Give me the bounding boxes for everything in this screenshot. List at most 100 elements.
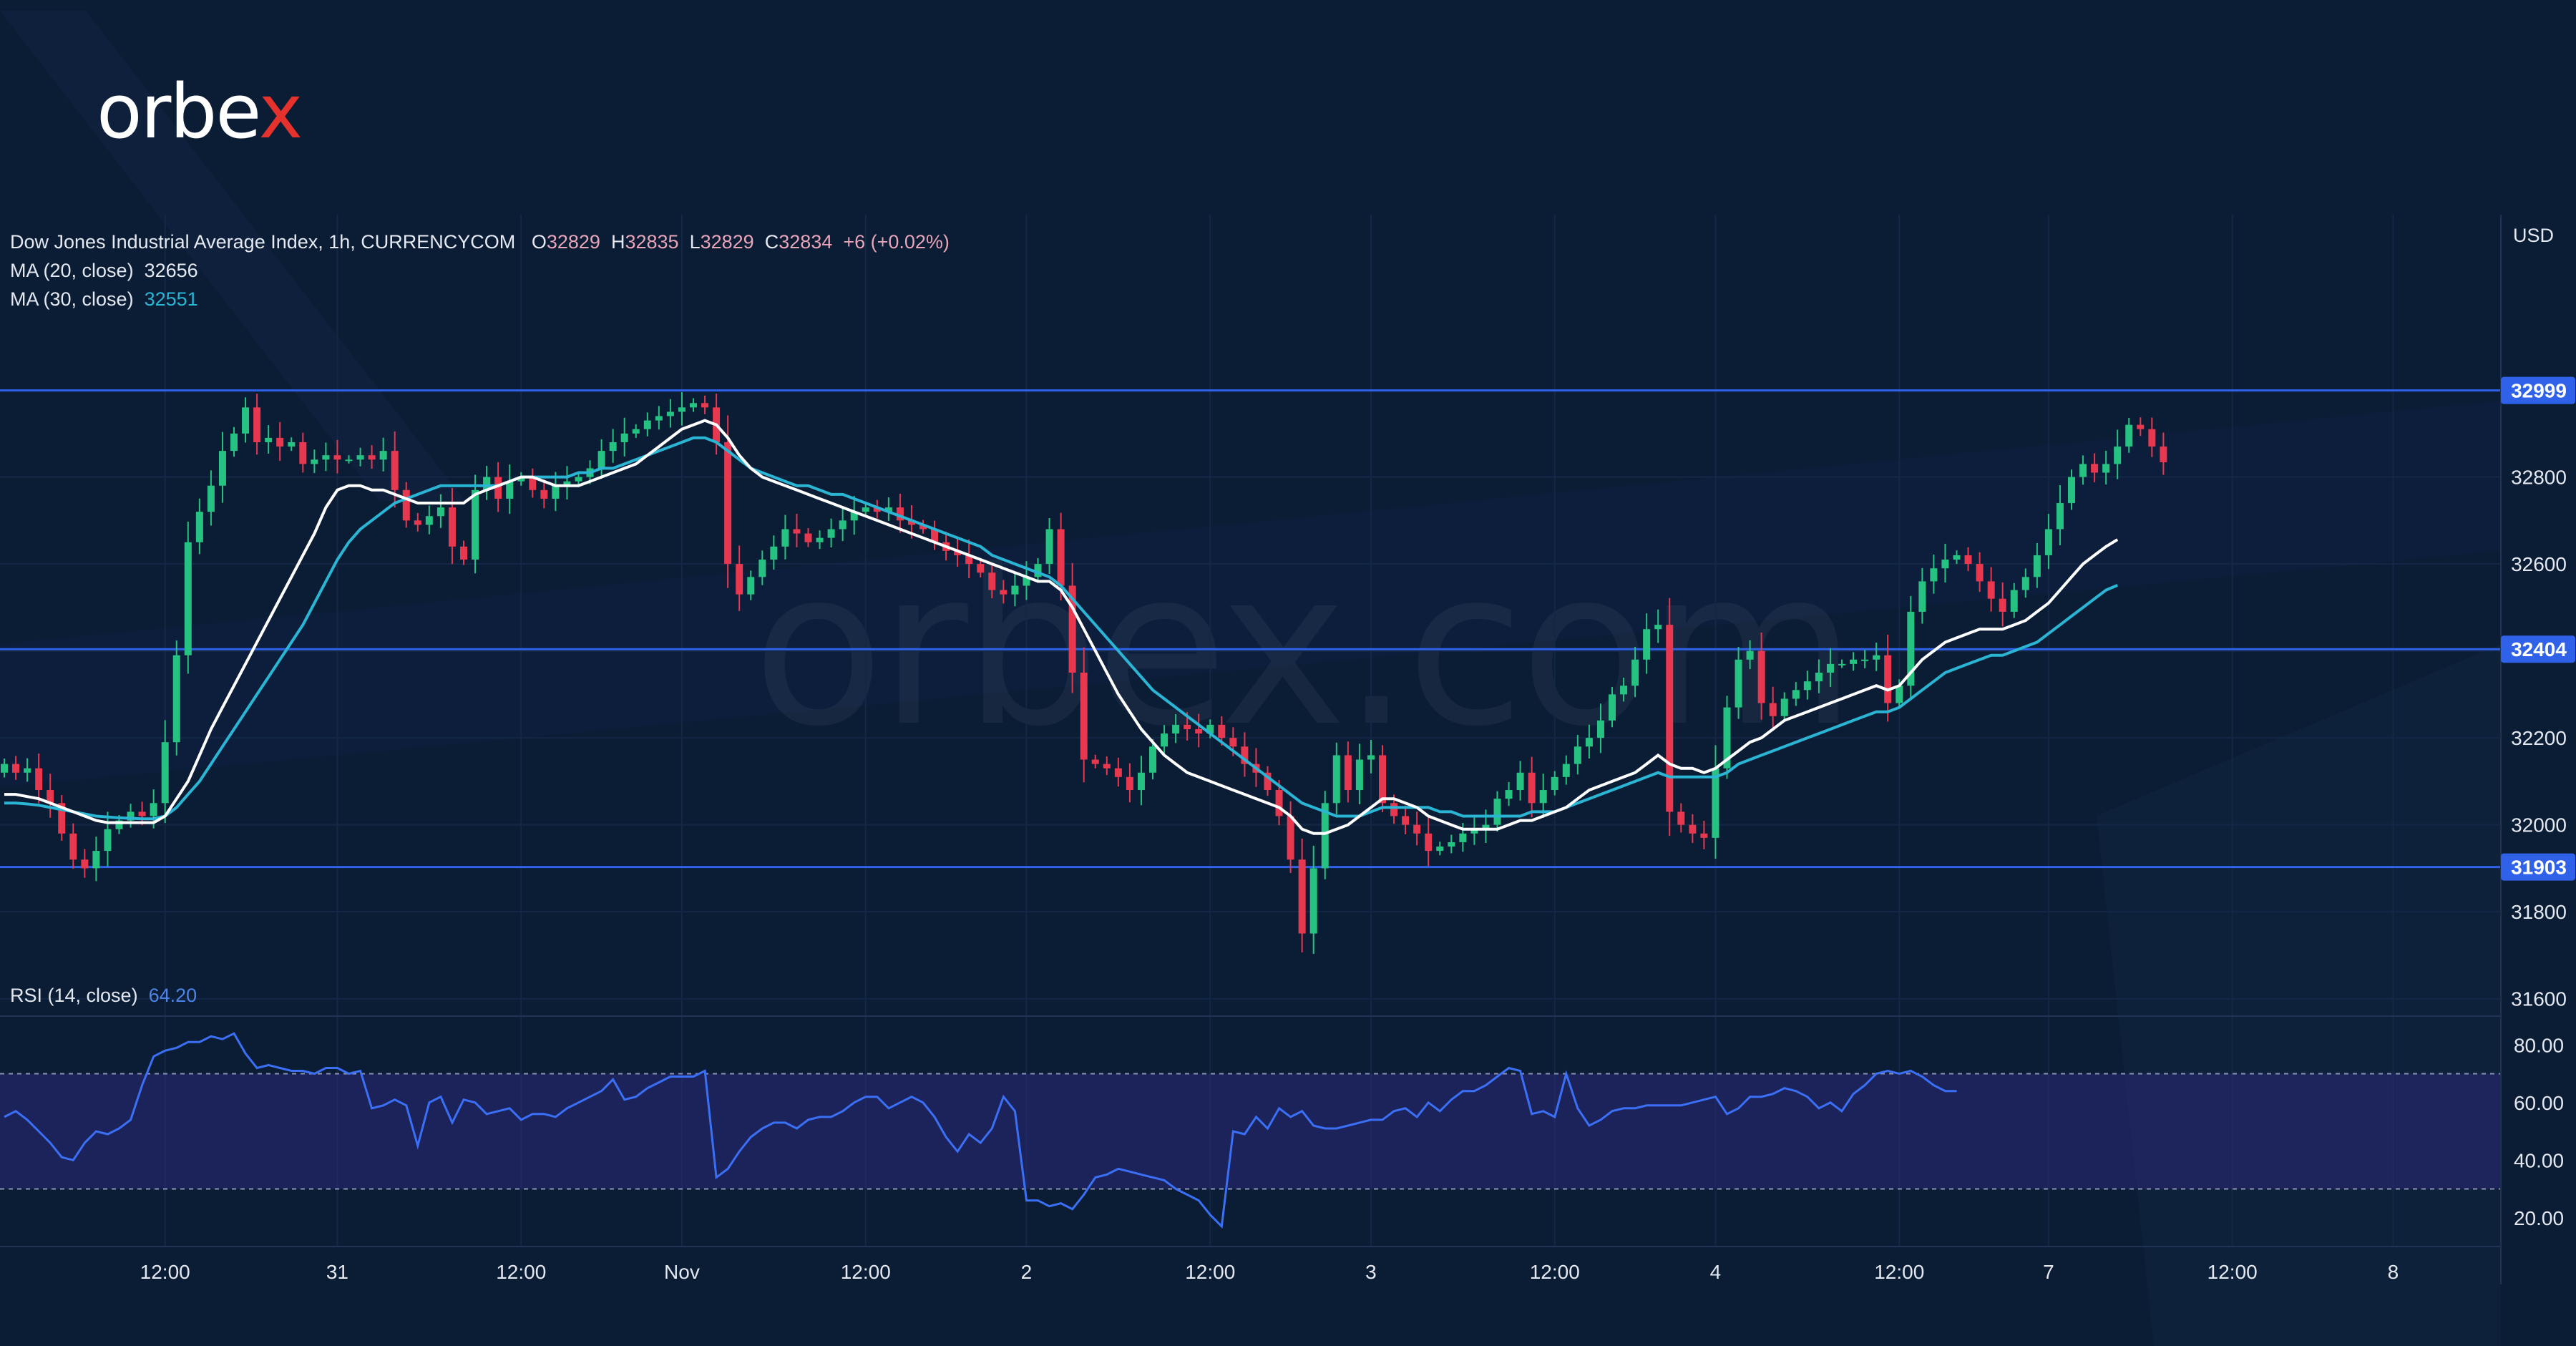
candle-body [770, 546, 778, 560]
rsi-tick-label: 20.00 [2514, 1207, 2564, 1229]
candle-body [1344, 755, 1352, 791]
time-tick-label: 12:00 [1530, 1261, 1580, 1283]
candle-body [1011, 585, 1019, 595]
candle-body [977, 564, 985, 573]
time-axis[interactable]: 12:00 31 12:00 Nov 12:00 2 12:00 3 12:00 4 12:00 7 1… [140, 1261, 2399, 1283]
candle-body [804, 533, 812, 542]
candle-body [1493, 799, 1501, 825]
candle-body [1355, 759, 1363, 791]
candle-body [138, 811, 146, 816]
candle-body [460, 546, 467, 560]
candle-body [1746, 650, 1754, 660]
candle-body [873, 507, 881, 512]
candle-body [2068, 477, 2075, 504]
candle-body [1137, 772, 1145, 791]
candle-body [1080, 673, 1088, 760]
candle-body [1677, 811, 1685, 825]
time-tick-label: 31 [326, 1261, 348, 1283]
candle-body [1184, 724, 1191, 729]
ma20-value: 32656 [144, 260, 198, 281]
candle-body [2056, 503, 2064, 530]
candle-body [2091, 464, 2099, 473]
open-value: 32829 [546, 231, 600, 253]
ma30-value: 32551 [144, 288, 198, 310]
candle-body [563, 481, 571, 486]
high-value: 32835 [625, 231, 679, 253]
candle-body [643, 420, 651, 429]
ma20-legend[interactable]: MA (20, close) 32656 [10, 260, 198, 282]
candle-body [104, 829, 112, 852]
ma30-line [4, 436, 2118, 821]
level-price-label: 32404 [2511, 638, 2567, 660]
candle-body [701, 403, 709, 408]
candle-body [1126, 776, 1133, 791]
candle-body [150, 803, 157, 816]
orbex-logo: orbex [97, 68, 303, 155]
candle-body [724, 442, 732, 565]
candle-body [1413, 824, 1421, 834]
candle-body [2102, 464, 2110, 473]
logo-accent-x: x [258, 68, 303, 155]
candle-body [1264, 772, 1272, 791]
rsi-pane [0, 1032, 2501, 1229]
candle-body [69, 833, 77, 860]
candle-body [850, 512, 858, 521]
price-axis[interactable]: 3160031800320003220032400326003280020.00… [2501, 376, 2575, 1229]
candle-body [161, 742, 169, 804]
candle-body [678, 407, 686, 412]
candle-body [1838, 663, 1845, 665]
candle-body [1528, 772, 1536, 804]
candle-body [1321, 803, 1329, 869]
price-tick-label: 32800 [2511, 467, 2567, 489]
candle-body [1379, 755, 1386, 804]
candle-body [425, 516, 433, 525]
time-tick-label: 2 [1021, 1261, 1033, 1283]
candle-body [2125, 424, 2133, 447]
candle-body [356, 455, 364, 460]
time-tick-label: 7 [2043, 1261, 2054, 1283]
candle-body [816, 537, 824, 542]
candle-body [58, 803, 66, 834]
candle-body [1470, 829, 1478, 834]
candle-body [1436, 847, 1444, 852]
logo-text: orbe [97, 68, 260, 155]
candle-body [1448, 842, 1455, 847]
candle-body [1023, 577, 1030, 586]
candle-body [1482, 824, 1490, 829]
time-tick-label: 12:00 [2207, 1261, 2258, 1283]
candle-body [1574, 746, 1581, 764]
candle-body [1505, 790, 1513, 799]
rsi-legend[interactable]: RSI (14, close) 64.20 [10, 985, 197, 1007]
candle-body [666, 411, 674, 416]
candle-body [1861, 659, 1869, 661]
time-tick-label: 12:00 [841, 1261, 891, 1283]
candle-body [1195, 728, 1203, 734]
ma30-legend[interactable]: MA (30, close) 32551 [10, 288, 198, 311]
candle-body [1712, 768, 1719, 838]
candle-body [2010, 590, 2018, 612]
candle-body [1826, 663, 1834, 673]
candle-body [1332, 755, 1340, 804]
candle-body [1873, 655, 1880, 660]
candle-body [1769, 703, 1777, 716]
candle-body [690, 403, 697, 408]
price-tick-label: 32000 [2511, 814, 2567, 837]
candle-body [1907, 611, 1915, 686]
candle-body [1896, 686, 1903, 703]
candle-body [345, 459, 353, 462]
candle-body [1666, 625, 1674, 812]
candle-body [1918, 581, 1926, 612]
candle-body [2160, 447, 2167, 462]
candle-body [1298, 859, 1306, 934]
open-label: O [531, 231, 547, 253]
candle-body [391, 451, 399, 490]
candle-body [1161, 733, 1169, 747]
candle-body [609, 442, 617, 452]
candle-body [827, 529, 835, 538]
candle-body [184, 542, 192, 655]
level-price-tag [2501, 635, 2575, 663]
candle-body [299, 442, 307, 464]
candle-body [2044, 529, 2052, 555]
time-tick-label: 8 [2388, 1261, 2399, 1283]
